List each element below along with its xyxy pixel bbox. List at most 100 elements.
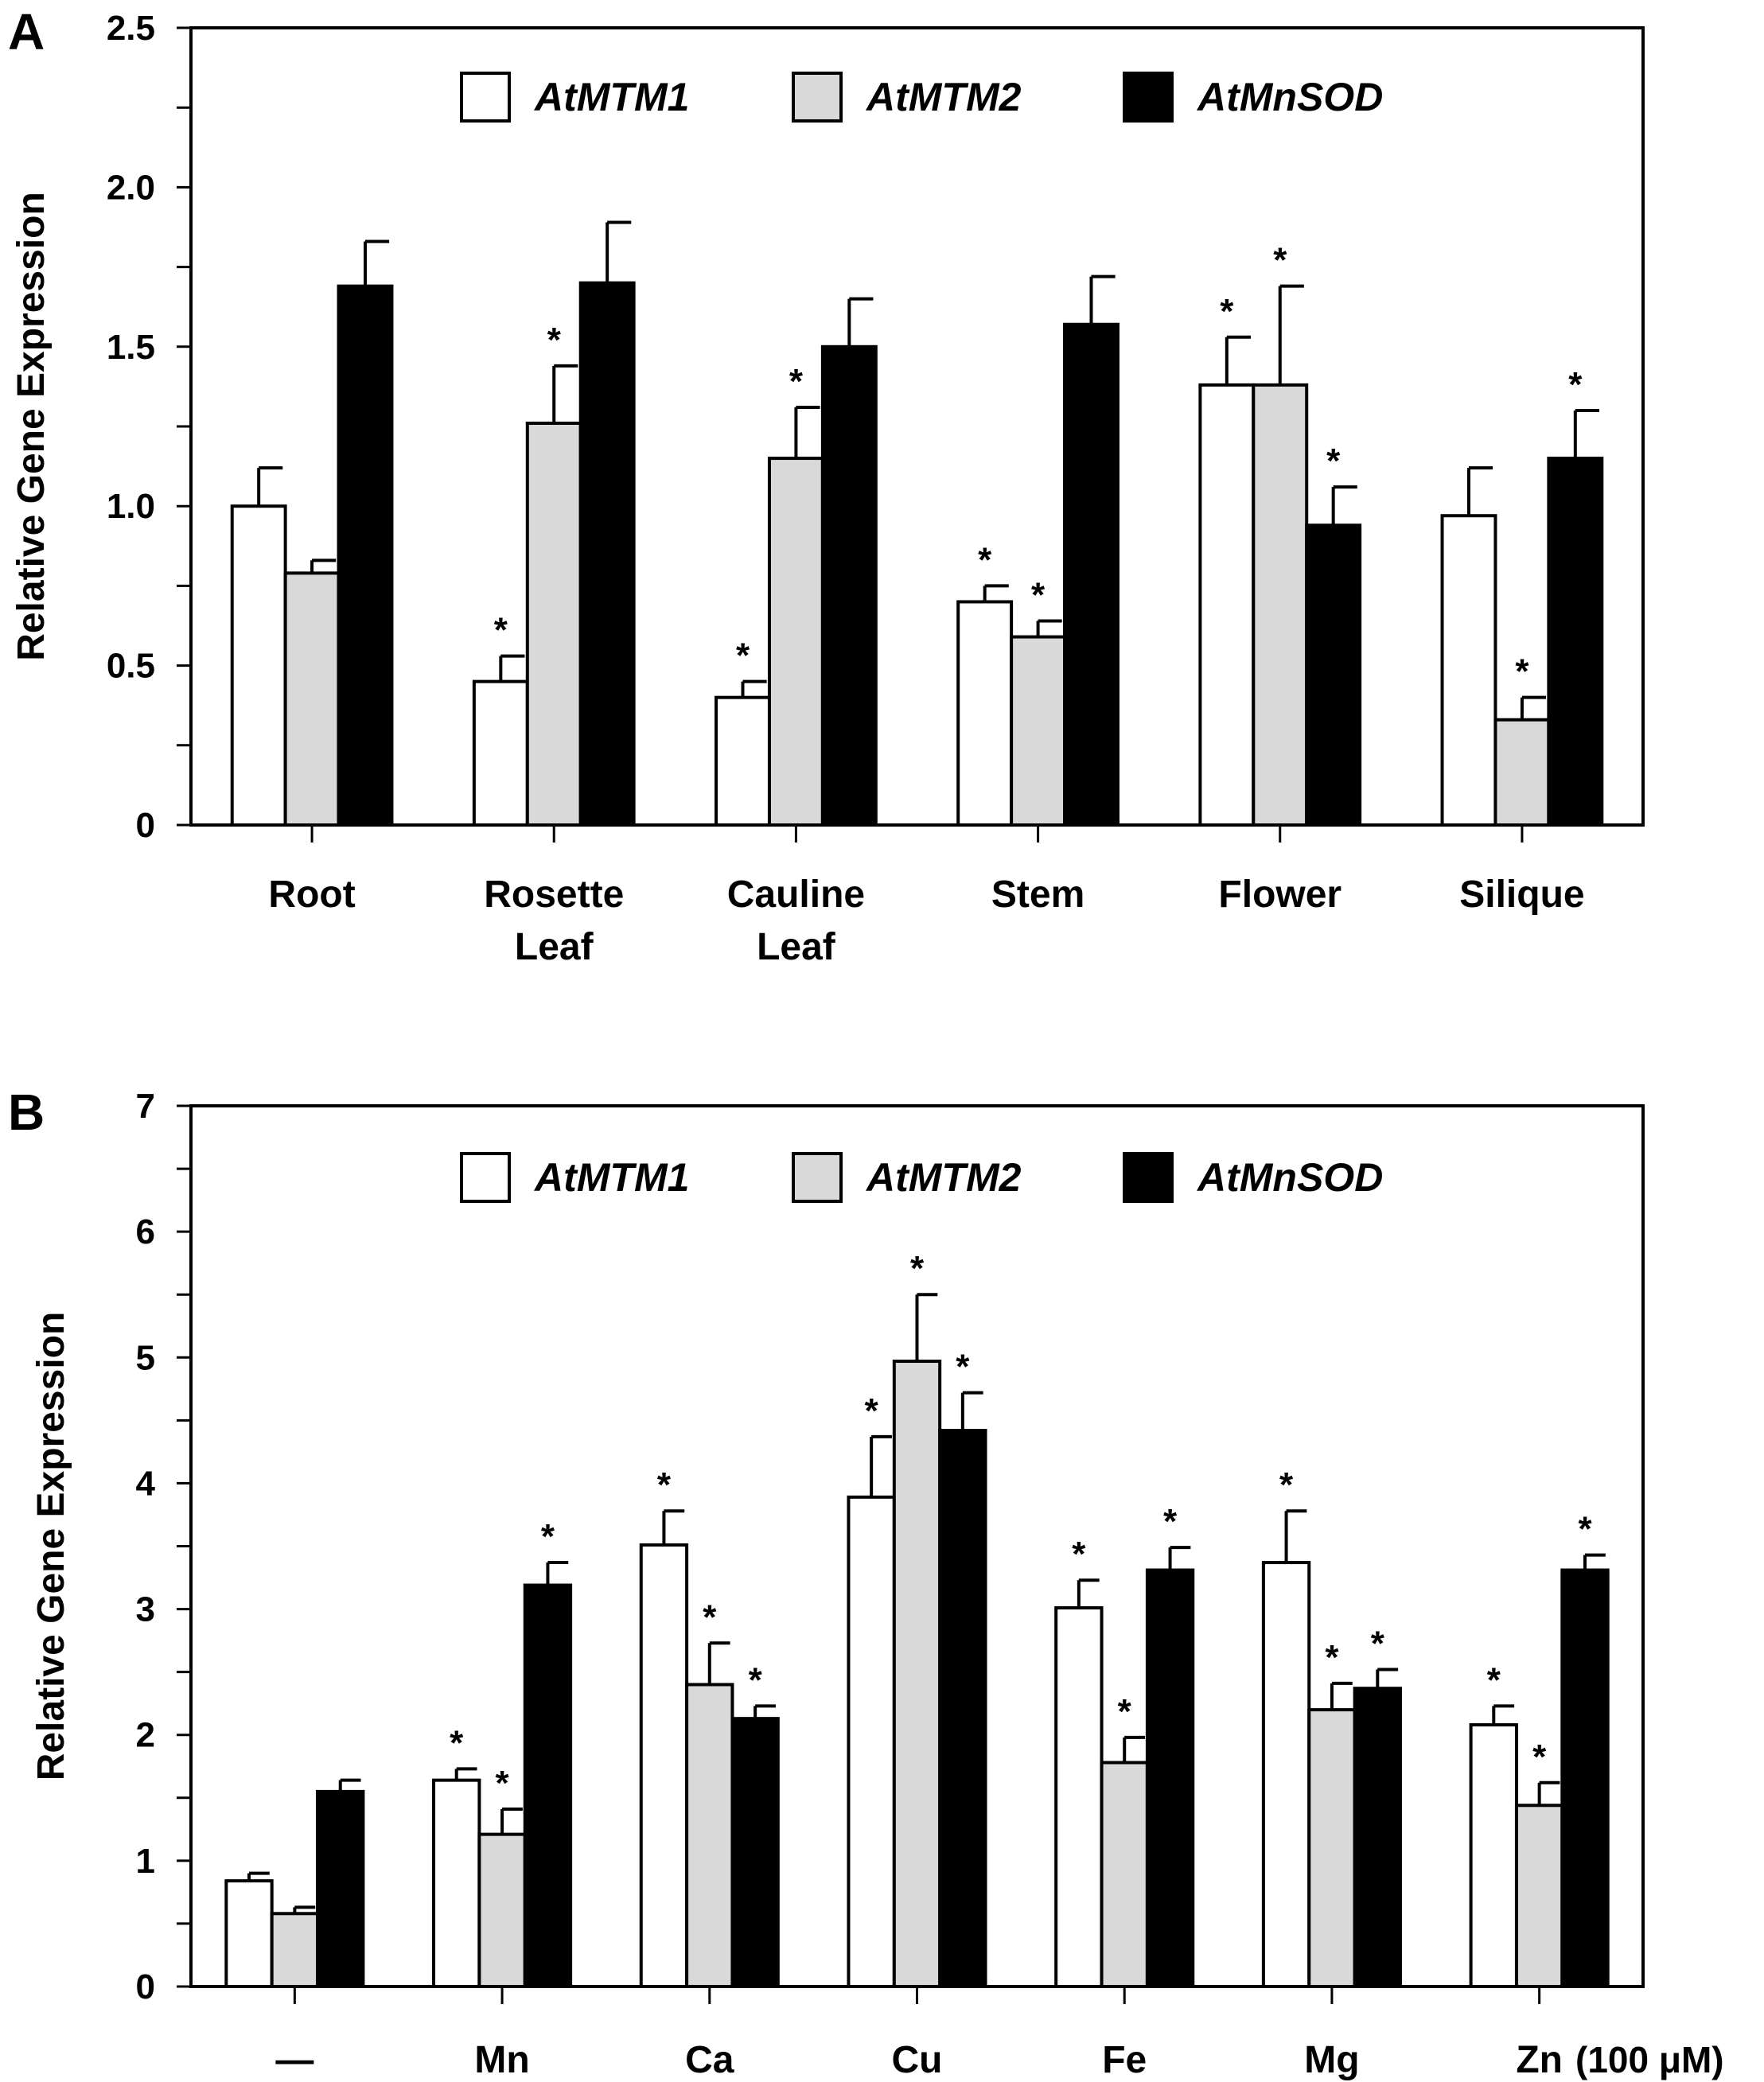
bar [685, 1683, 734, 1988]
legend-swatch [792, 1152, 843, 1203]
y-tick-label: 3 [136, 1590, 155, 1629]
y-tick-label: 2.0 [107, 168, 155, 207]
significance-marker: * [1371, 1624, 1385, 1663]
legend-label: AtMnSOD [1196, 75, 1383, 119]
significance-marker: * [749, 1660, 763, 1699]
significance-marker: * [1532, 1738, 1547, 1777]
category-label: Cauline [727, 874, 865, 916]
significance-marker: * [865, 1391, 879, 1430]
category-label: Leaf [515, 926, 594, 968]
significance-marker: * [1220, 292, 1234, 331]
y-tick-label: 7 [136, 1087, 155, 1126]
category-label: Stem [991, 874, 1084, 916]
y-tick-label: 1 [136, 1842, 155, 1881]
bar [525, 421, 582, 827]
y-tick-label: 1.0 [107, 487, 155, 526]
significance-marker: * [1326, 442, 1341, 481]
significance-marker: * [547, 321, 562, 360]
panel-letter: A [8, 3, 45, 60]
category-label: Fe [1102, 2039, 1147, 2081]
y-tick-label: 0 [136, 806, 155, 845]
bar [1307, 1708, 1357, 1988]
panel-letter: B [8, 1084, 45, 1141]
bar [477, 1832, 527, 1989]
bar [1353, 1687, 1402, 1988]
bar [730, 1717, 780, 1989]
bar [1100, 1761, 1149, 1988]
bar [767, 457, 824, 827]
bar [1054, 1605, 1104, 1988]
bar [639, 1543, 689, 1988]
significance-marker: * [1578, 1510, 1592, 1549]
category-label: Flower [1218, 874, 1341, 916]
bar [230, 504, 287, 827]
bar [1493, 718, 1551, 827]
category-label: Rosette [484, 874, 624, 916]
category-label: Mn [474, 2039, 529, 2081]
bar [938, 1429, 987, 1988]
panel-b: B Relative Gene Expression 0 1 2 3 4 5 6 7 — Mn * * * C… [8, 1084, 1724, 2081]
legend-label: AtMTM2 [865, 75, 1022, 119]
bar [1010, 635, 1067, 827]
significance-marker: * [541, 1517, 555, 1556]
significance-marker: * [703, 1597, 717, 1636]
bar [1063, 322, 1120, 827]
category-label: Zn [1516, 2039, 1563, 2081]
bar [1547, 457, 1604, 827]
significance-marker: * [657, 1465, 672, 1504]
bar [337, 284, 394, 827]
category-label: — [275, 2039, 313, 2081]
panel-a: A Relative Gene Expression 0 0.5 1.0 1.5 2.0 2.… [8, 3, 1645, 968]
category-label: Leaf [757, 926, 836, 968]
legend-label: AtMTM1 [533, 1155, 689, 1200]
bar [432, 1778, 481, 1989]
significance-marker: * [494, 611, 508, 650]
significance-marker: * [956, 1348, 970, 1387]
bar [1305, 523, 1362, 827]
bar [1252, 383, 1309, 827]
significance-marker: * [1118, 1692, 1132, 1731]
bar [1198, 383, 1256, 827]
significance-marker: * [1031, 575, 1046, 614]
y-tick-label: 2.5 [107, 9, 155, 48]
significance-marker: * [1072, 1535, 1086, 1574]
bar [892, 1360, 942, 1988]
legend-label: AtMTM1 [533, 75, 689, 119]
category-label: Mg [1304, 2039, 1359, 2081]
significance-marker: * [1163, 1502, 1178, 1541]
significance-marker: * [496, 1764, 510, 1803]
bar [820, 344, 878, 827]
bar [1560, 1568, 1610, 1988]
category-label: Silique [1459, 874, 1584, 916]
legend-swatch [792, 72, 843, 123]
bar [1440, 514, 1497, 827]
y-tick-label: 1.5 [107, 328, 155, 367]
bar [523, 1583, 573, 1988]
bar [956, 600, 1014, 827]
y-axis-label: Relative Gene Expression [10, 192, 53, 661]
bar [847, 1495, 896, 1989]
y-tick-label: 0 [136, 1967, 155, 2006]
bar [1145, 1568, 1195, 1988]
y-tick-label: 4 [136, 1464, 156, 1503]
plot-frame [189, 1104, 1645, 1988]
significance-marker: * [1279, 1465, 1294, 1504]
y-tick-label: 2 [136, 1716, 155, 1755]
bar [224, 1879, 274, 1988]
y-tick-label: 6 [136, 1212, 155, 1251]
significance-marker: * [736, 636, 750, 675]
significance-marker: * [1568, 365, 1583, 404]
category-label: Root [268, 874, 355, 916]
category-label: Ca [685, 2039, 734, 2081]
bar [1514, 1804, 1564, 1988]
unit-label: (100 μM) [1575, 2039, 1724, 2080]
significance-marker: * [1487, 1660, 1501, 1699]
legend-swatch [1123, 1152, 1174, 1203]
legend-swatch [1123, 72, 1174, 123]
significance-marker: * [789, 362, 804, 401]
bar [283, 571, 341, 827]
legend-label: AtMTM2 [865, 1155, 1022, 1200]
significance-marker: * [1273, 241, 1287, 280]
significance-marker: * [978, 540, 992, 579]
